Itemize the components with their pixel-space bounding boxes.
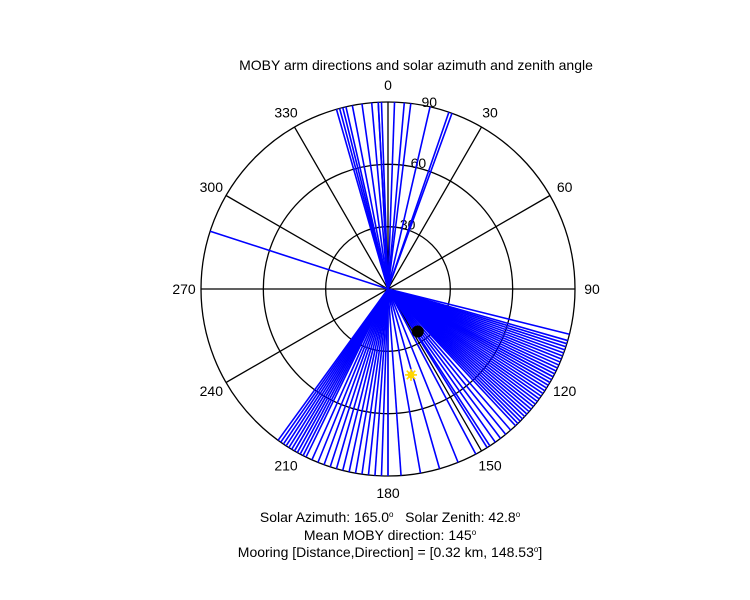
sun-ray [410, 370, 416, 376]
arm-line [387, 102, 406, 290]
arm-line [277, 288, 389, 441]
mooring-text-end: ] [538, 544, 543, 560]
arm-line [387, 113, 453, 290]
arm-line [387, 288, 502, 439]
arm-line [323, 288, 389, 465]
mean-direction-text: Mean MOBY direction: 145 [303, 527, 472, 543]
arm-line [387, 102, 396, 290]
arm-line [367, 288, 389, 476]
angle-label-210: 210 [274, 458, 298, 474]
arm-line [387, 288, 507, 435]
degree-mark: o [515, 510, 521, 519]
solar-azimuth-text: Solar Azimuth: 165.0 [259, 509, 390, 525]
arm-line [387, 288, 459, 463]
angle-label-180: 180 [376, 485, 400, 501]
degree-mark: o [389, 510, 394, 519]
angle-label-150: 150 [478, 458, 502, 474]
arm-line [329, 288, 389, 468]
degree-mark: o [471, 528, 477, 537]
arm-line [345, 106, 389, 290]
arm-line [354, 288, 389, 474]
arm-line [351, 105, 389, 290]
arm-line [387, 103, 412, 290]
arm-line [209, 230, 389, 290]
arm-line [387, 106, 431, 290]
arm-line [335, 288, 389, 469]
arm-line [387, 288, 477, 455]
caption-solar: Solar Azimuth: 165.0o Solar Zenith: 42.8… [0, 509, 750, 525]
chart-title: MOBY arm directions and solar azimuth an… [239, 57, 593, 73]
arm-line [311, 288, 389, 461]
arm-line [370, 102, 389, 290]
arm-line [387, 288, 496, 443]
angle-label-30: 30 [482, 104, 498, 120]
arm-line [361, 103, 389, 290]
arm-line [387, 288, 512, 431]
arm-line [361, 288, 389, 475]
angle-label-90: 90 [584, 281, 600, 297]
caption-mean-direction: Mean MOBY direction: 145o [0, 527, 750, 543]
arm-line [387, 288, 488, 449]
radial-label-60: 60 [411, 155, 427, 171]
angle-label-300: 300 [200, 179, 224, 195]
markers [405, 325, 424, 381]
radial-label-90: 90 [421, 94, 437, 110]
solar-zenith-text: Solar Zenith: 42.8 [393, 509, 516, 525]
arm-line [341, 288, 389, 471]
angle-label-240: 240 [200, 383, 224, 399]
mean-direction-marker [411, 325, 424, 338]
angle-tick-labels: 0 30 60 90 120 150 180 210 240 270 300 330 [172, 77, 600, 501]
angle-label-120: 120 [553, 383, 577, 399]
caption-mooring: Mooring [Distance,Direction] = [0.32 km,… [0, 544, 750, 560]
angle-label-60: 60 [557, 179, 573, 195]
arm-line [380, 102, 389, 290]
arm-direction-series [209, 102, 570, 476]
sun-marker [405, 368, 418, 381]
arm-line [387, 288, 402, 476]
angle-label-330: 330 [274, 104, 298, 120]
degree-mark: o [533, 545, 539, 554]
arm-line [387, 288, 422, 474]
angle-label-270: 270 [172, 281, 196, 297]
arm-line [348, 288, 389, 473]
mooring-text: Mooring [Distance,Direction] = [0.32 km,… [237, 544, 534, 560]
arm-line [374, 288, 389, 476]
arm-line [317, 288, 389, 463]
arm-line [387, 288, 441, 469]
arm-line [387, 288, 570, 336]
angle-label-0: 0 [384, 77, 392, 93]
arm-line [387, 288, 517, 427]
arm-line [380, 288, 389, 476]
